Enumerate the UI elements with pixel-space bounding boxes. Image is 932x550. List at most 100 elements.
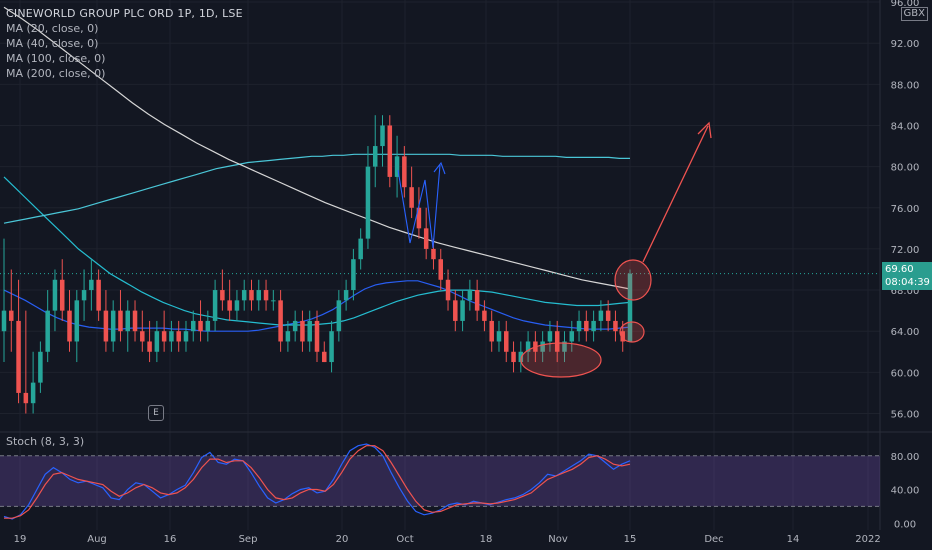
candle-body	[118, 310, 123, 332]
candle-body	[503, 331, 509, 352]
price-axis-label: 92.00	[891, 39, 920, 50]
current-price-tag: 69.60 08:04:39	[882, 262, 932, 290]
candle-body	[620, 331, 625, 342]
candle-body	[234, 300, 240, 311]
candle-body	[30, 382, 36, 404]
candle-body	[52, 279, 58, 311]
candle-body	[89, 279, 94, 291]
earnings-badge[interactable]: E	[148, 405, 164, 421]
ma-line-3	[3, 153, 630, 224]
stoch-band	[0, 455, 880, 507]
candle-body	[220, 290, 225, 301]
candle-body	[81, 290, 87, 301]
time-axis-label: Dec	[704, 534, 723, 545]
candle-body	[147, 341, 152, 352]
stoch-line-d	[4, 445, 631, 519]
candle-body	[409, 187, 414, 208]
price-axis-label: 68.00	[891, 286, 920, 297]
price-axis-label: 60.00	[891, 368, 920, 379]
candle-body	[1, 310, 7, 332]
price-axis-label: 96.00	[891, 0, 920, 9]
candle-body	[343, 290, 349, 301]
currency-badge[interactable]: GBX	[900, 7, 928, 21]
candle-body	[307, 320, 312, 342]
price-axis-label: 72.00	[891, 245, 920, 256]
candle-body	[263, 290, 269, 301]
candle-body	[482, 310, 487, 321]
candle-body	[205, 320, 211, 332]
time-axis-label: Nov	[548, 534, 568, 545]
dip-ellipse	[619, 321, 645, 343]
candle-body	[511, 351, 516, 363]
candle-body	[132, 310, 138, 332]
candle-body	[9, 310, 14, 321]
candle-body	[161, 331, 167, 342]
candle-body	[59, 279, 65, 311]
candle-body	[249, 290, 254, 301]
candle-body	[256, 290, 262, 301]
candle-body	[460, 300, 465, 321]
price-axis-label: 88.00	[891, 80, 920, 91]
candle-body	[183, 331, 189, 342]
candle-body	[140, 331, 145, 342]
candle-body	[329, 331, 334, 363]
candle-body	[271, 300, 276, 302]
support-ellipse	[520, 342, 602, 378]
price-axis-label: 56.00	[891, 409, 920, 420]
time-axis-label: 20	[336, 534, 349, 545]
candle-body	[627, 273, 633, 342]
candle-body	[110, 310, 116, 342]
candle-body	[525, 341, 531, 352]
candle-body	[453, 300, 458, 321]
candle-body	[438, 259, 444, 280]
candle-body	[336, 300, 342, 332]
candle-body	[598, 310, 604, 321]
candle-body	[190, 320, 196, 332]
candle-body	[562, 341, 567, 352]
candle-body	[227, 300, 232, 311]
stoch-axis-label: 40.00	[891, 486, 920, 497]
bar-countdown: 08:04:39	[885, 277, 930, 288]
candle-body	[518, 351, 524, 363]
candle-body	[372, 146, 378, 167]
candle-body	[45, 310, 50, 352]
pattern-arrow	[397, 164, 441, 249]
candle-body	[38, 351, 43, 383]
candle-body	[496, 331, 502, 342]
candle-body	[16, 320, 21, 393]
time-axis-label: 18	[480, 534, 493, 545]
ma-line-4	[3, 6, 631, 290]
target-arrow	[642, 125, 709, 263]
candle-body	[554, 331, 560, 352]
candle-body	[365, 166, 371, 239]
candle-body	[212, 290, 218, 321]
time-axis-label: 16	[164, 534, 177, 545]
time-axis-label: Sep	[239, 534, 258, 545]
breakout-ellipse	[614, 259, 652, 301]
candle-body	[278, 300, 283, 342]
candle-body	[394, 156, 400, 177]
candle-body	[416, 207, 422, 229]
candle-body	[176, 331, 181, 342]
pattern-arrow-head	[433, 161, 446, 175]
stoch-axis-label: 80.00	[891, 452, 920, 463]
price-axis-label: 64.00	[891, 327, 920, 338]
price-axis-label: 80.00	[891, 163, 920, 174]
candle-body	[489, 320, 494, 342]
candle-body	[154, 331, 160, 352]
time-axis-label: Oct	[396, 534, 413, 545]
candle-body	[300, 320, 305, 342]
candle-body	[285, 331, 291, 342]
candle-body	[292, 320, 298, 332]
stoch-label[interactable]: Stoch (8, 3, 3)	[6, 435, 85, 448]
candle-body	[591, 320, 596, 332]
candle-body	[358, 238, 363, 260]
candle-body	[540, 341, 545, 352]
candle-body	[569, 331, 575, 342]
price-axis-label: 84.00	[891, 121, 920, 132]
candle-body	[322, 351, 327, 363]
target-arrow-head	[697, 121, 712, 139]
candle-body	[125, 310, 131, 332]
